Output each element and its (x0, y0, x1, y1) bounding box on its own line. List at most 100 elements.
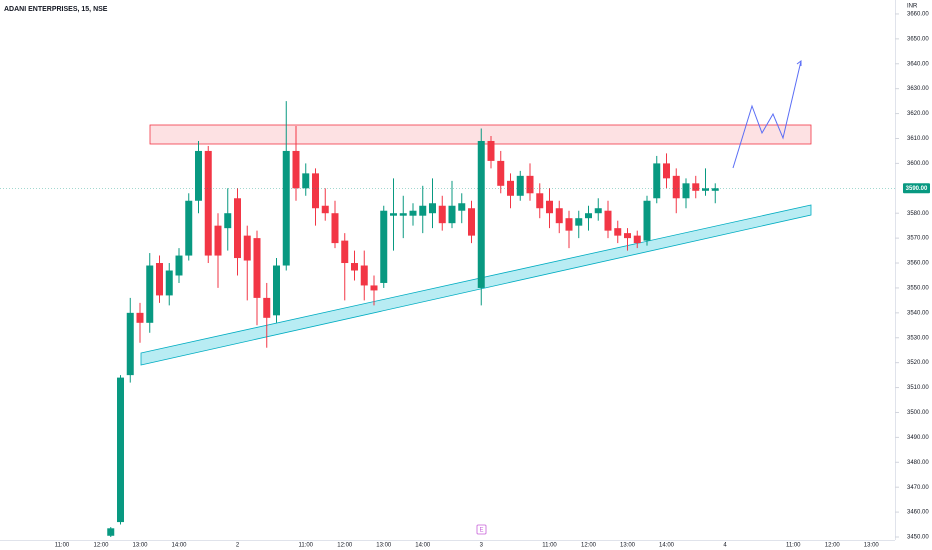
candle-body (380, 210, 388, 283)
candle-body (546, 200, 553, 214)
candle-body (351, 263, 358, 271)
candle-body (107, 528, 115, 536)
y-tick-label: 3490.00 (907, 435, 929, 441)
chart-title: ADANI ENTERPRISES, 15, NSE (4, 6, 108, 13)
candle-body (370, 285, 378, 291)
x-tick-label: 3 (480, 543, 484, 549)
candle-body (282, 150, 290, 266)
candle-body (438, 205, 446, 224)
x-tick-label: 4 (723, 543, 727, 549)
candle-body (624, 233, 631, 239)
earnings-marker-box[interactable] (476, 524, 487, 535)
x-tick-label: 13:00 (132, 543, 148, 549)
y-tick-label: 3460.00 (907, 510, 929, 516)
x-tick-label: 12:00 (825, 543, 841, 549)
candle-body (702, 188, 709, 191)
x-tick-label: 14:00 (171, 543, 187, 549)
candle-body (682, 183, 690, 199)
projection-path (732, 60, 802, 169)
candle-body (331, 213, 339, 244)
support-channel (140, 204, 812, 366)
candle-body (526, 175, 534, 194)
candle-body (263, 297, 271, 318)
candle-body (477, 140, 485, 288)
candle-body (594, 208, 602, 214)
x-tick-label: 11:00 (542, 543, 557, 549)
candle-body (195, 150, 202, 201)
candle-body (341, 240, 349, 264)
candle-body (117, 377, 124, 523)
x-tick-label: 2 (236, 543, 240, 549)
y-tick-label: 3450.00 (907, 535, 929, 541)
x-tick-label: 13:00 (376, 543, 392, 549)
x-tick-label: 14:00 (659, 543, 675, 549)
candle-body (126, 312, 134, 376)
candle-body (633, 235, 641, 244)
last-price-box (903, 183, 930, 194)
earnings-marker[interactable]: E (479, 528, 483, 534)
candle-body (585, 213, 592, 219)
y-tick-label: 3550.00 (907, 286, 929, 292)
x-tick-label: 11:00 (298, 543, 313, 549)
candle-body (711, 188, 719, 191)
candle-body (565, 218, 573, 231)
currency-label: INR (907, 4, 918, 10)
candle-body (672, 175, 680, 199)
candle-body (458, 203, 466, 211)
candle-body (643, 200, 651, 241)
candle-body (243, 235, 251, 261)
y-tick-label: 3660.00 (907, 12, 929, 18)
y-tick-label: 3580.00 (907, 211, 929, 217)
candle-body (302, 173, 310, 189)
candle-body (292, 150, 300, 189)
candle-body (663, 163, 670, 179)
y-tick-label: 3530.00 (907, 335, 929, 341)
y-tick-label: 3620.00 (907, 111, 929, 117)
candle-body (234, 198, 241, 259)
candle-body (175, 255, 183, 276)
candle-body (409, 210, 417, 216)
candle-body (390, 213, 397, 216)
y-tick-label: 3600.00 (907, 161, 929, 167)
x-tick-label: 11:00 (786, 543, 801, 549)
candle-body (487, 140, 495, 161)
candle-body (575, 218, 583, 226)
candle-body (165, 270, 173, 296)
candle-body (536, 193, 544, 209)
candle-body (614, 228, 622, 236)
y-tick-label: 3570.00 (907, 236, 929, 242)
y-tick-label: 3500.00 (907, 410, 929, 416)
y-tick-label: 3650.00 (907, 36, 929, 42)
x-tick-label: 11:00 (55, 543, 70, 549)
last-price-label: 3590.00 (906, 186, 928, 192)
candle-body (136, 312, 144, 323)
candle-body (156, 263, 163, 296)
y-tick-label: 3520.00 (907, 360, 929, 366)
candle-body (185, 200, 193, 256)
candle-body (468, 208, 475, 236)
candle-body (429, 203, 436, 214)
candle-body (399, 213, 407, 216)
y-tick-label: 3560.00 (907, 261, 929, 267)
candle-body (224, 213, 232, 229)
y-tick-label: 3630.00 (907, 86, 929, 92)
x-tick-label: 12:00 (337, 543, 353, 549)
candle-body (419, 205, 427, 216)
candle-body (516, 175, 524, 196)
candle-body (146, 265, 154, 323)
y-tick-label: 3480.00 (907, 460, 929, 466)
y-tick-label: 3510.00 (907, 385, 929, 391)
candle-body (253, 238, 261, 298)
y-tick-label: 3640.00 (907, 61, 929, 67)
x-tick-label: 14:00 (415, 543, 431, 549)
projection-arrowhead (796, 60, 802, 66)
candle-body (312, 173, 319, 209)
candle-body (448, 205, 456, 224)
candle-body (497, 160, 505, 186)
candle-body (214, 225, 222, 256)
x-tick-label: 12:00 (93, 543, 109, 549)
y-tick-label: 3540.00 (907, 310, 929, 316)
y-tick-label: 3470.00 (907, 485, 929, 491)
